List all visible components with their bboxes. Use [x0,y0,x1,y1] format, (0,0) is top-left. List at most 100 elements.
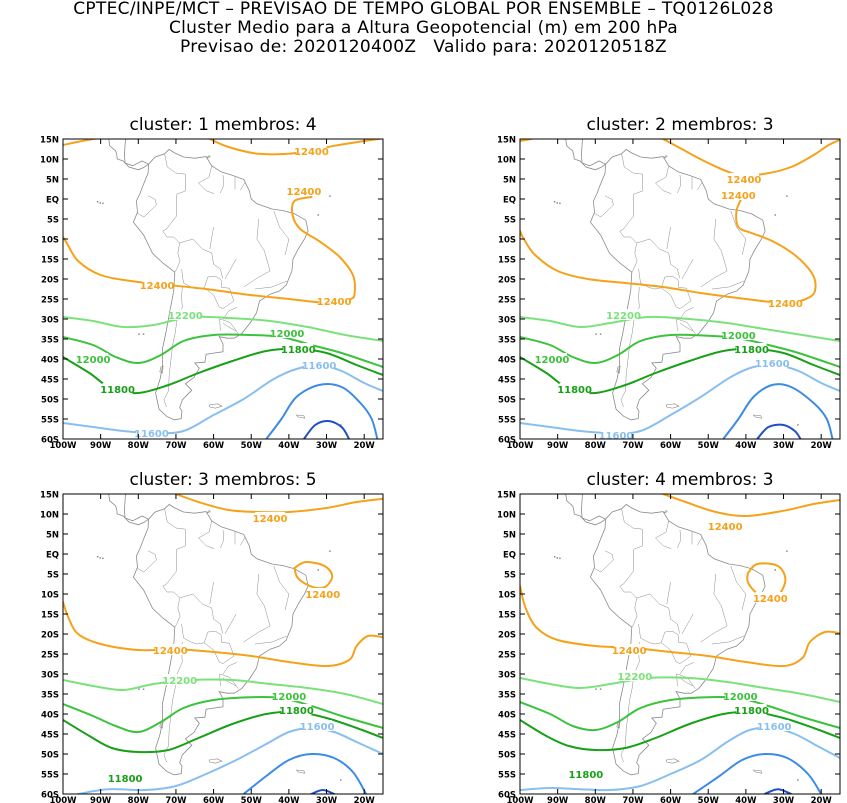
label-mask [725,690,756,701]
south-america-coastline [132,148,309,421]
map-frame [62,138,384,440]
contour-label: 12000 [721,331,756,342]
contour-line [520,333,840,368]
small-island [774,214,776,216]
label-mask [281,704,312,715]
contour-line [520,710,840,752]
lat-tick-label: 30S [41,671,59,681]
country-border [681,258,694,280]
lat-tick-label: 35S [498,691,516,701]
label-mask [255,512,286,523]
contour-line [520,676,840,703]
contour-label: 12400 [727,175,762,186]
contour-line [692,752,823,794]
lat-tick-label: 10S [41,236,59,246]
country-border [679,322,694,332]
island-outline [295,769,306,774]
lat-tick-label: 55S [41,771,59,781]
country-border [700,218,728,288]
country-border [711,635,745,645]
country-border [679,662,696,689]
country-border [179,593,223,634]
country-border [209,226,214,250]
label-mask [273,690,304,701]
lon-tick-label: 20W [354,796,376,803]
small-island [595,333,597,335]
lon-tick-label: 30W [773,796,795,803]
label-mask [272,327,302,338]
lat-tick-label: 35S [498,336,516,346]
country-border [254,635,288,645]
lat-tick-label: 25S [41,651,59,661]
country-border [162,215,181,273]
lat-tick-label: 15S [41,611,59,621]
small-island [553,201,556,203]
contour-label: 11600 [134,429,169,440]
country-border [222,307,239,334]
lat-tick-label: 30S [498,671,516,681]
lat-tick-label: 40S [41,711,59,721]
label-mask [570,768,601,779]
lat-tick-label: 5N [503,531,516,541]
label-mask [710,520,741,531]
country-border [224,613,237,635]
contour-line [63,333,383,368]
country-border [620,286,640,408]
lon-tick-label: 50W [698,441,720,451]
label-mask [155,644,186,655]
lon-tick-label: 40W [278,796,300,803]
lon-tick-label: 20W [811,796,833,803]
lat-tick-label: 5N [46,531,59,541]
contour-line [520,196,817,305]
contour-line [63,363,383,435]
small-island [786,195,788,197]
country-border [679,677,694,687]
lat-tick-label: 25S [498,296,516,306]
label-mask [736,704,767,715]
lat-tick-label: 10N [40,511,59,521]
lat-tick-label: 5S [504,571,516,581]
small-island [553,556,556,558]
country-border [220,174,225,194]
contour-label: 12200 [162,676,197,687]
country-border [711,280,745,290]
lat-tick-label: 55S [498,416,516,426]
lat-tick-label: 10N [497,511,516,521]
contour-label: 11800 [279,706,314,717]
contour-label: 11600 [300,722,335,733]
lon-tick-label: 90W [547,441,569,451]
lat-tick-label: 40S [498,356,516,366]
contour-label: 12400 [612,646,647,657]
small-island [599,333,602,335]
country-border [730,210,747,256]
contour-label: 12400 [287,187,322,198]
island-outline [206,154,211,159]
contour-label: 12200 [168,311,203,322]
lon-tick-label: 80W [585,796,607,803]
country-border [164,508,186,571]
country-border [676,673,679,687]
lon-tick-label: 50W [241,796,263,803]
contour-label: 11600 [757,722,792,733]
contour-label: 12000 [270,329,305,340]
lat-tick-label: 35S [41,691,59,701]
small-island [340,424,342,426]
small-island [556,202,559,204]
label-mask [136,427,167,438]
label-mask [110,772,141,783]
lon-tick-label: 100W [506,796,534,803]
country-border [621,153,643,216]
lat-tick-label: 60S [498,791,516,801]
small-island [99,202,102,204]
small-island [786,550,788,552]
contour-label: 12400 [753,594,788,605]
lat-tick-label: EQ [503,551,516,561]
country-border [179,238,223,279]
map-frame [62,493,384,795]
island-outline [159,365,164,374]
label-mask [614,644,645,655]
contour-label: 12200 [617,672,652,683]
island-outline [208,403,223,409]
label-mask [296,145,327,156]
lat-tick-label: 5N [503,176,516,186]
